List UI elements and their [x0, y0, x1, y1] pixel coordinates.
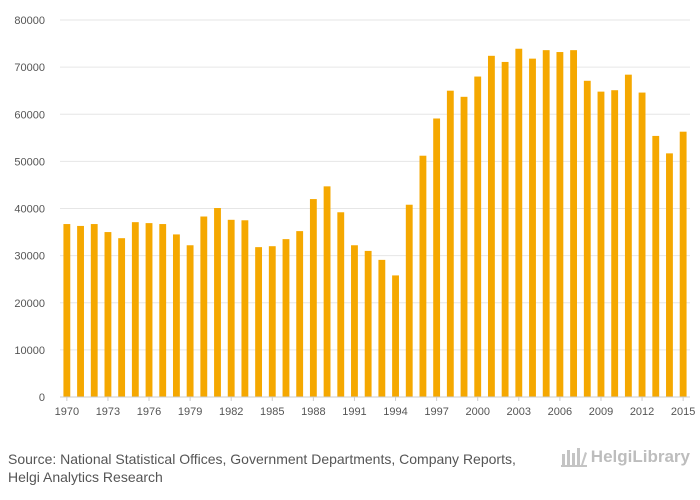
source-line-1: Source: National Statistical Offices, Go…	[8, 451, 516, 467]
y-tick-label: 20000	[14, 298, 45, 310]
bar-1996	[419, 155, 427, 397]
bar-1981	[214, 208, 221, 397]
helgi-library-logo: HelgiLibrary	[560, 446, 690, 468]
x-tick-label: 1991	[342, 406, 366, 418]
bar-1999	[460, 96, 468, 397]
bar-1971	[77, 225, 84, 397]
bar-1984	[255, 247, 263, 397]
x-tick-label: 1973	[96, 406, 120, 418]
bar-1986	[282, 239, 290, 397]
x-tick-label: 1979	[178, 406, 202, 418]
bar-1994	[392, 275, 399, 397]
x-tick-label: 2012	[630, 406, 654, 418]
gridlines	[60, 19, 690, 351]
bar-1992	[364, 250, 372, 397]
bar-2006	[556, 52, 564, 398]
bar-2000	[474, 76, 482, 398]
y-tick-label: 10000	[14, 345, 45, 357]
x-tick-label: 2000	[465, 406, 489, 418]
x-tick-label: 1982	[219, 406, 243, 418]
bar-1974	[118, 238, 126, 397]
bar-2009	[597, 91, 605, 397]
bar-1973	[104, 232, 112, 397]
y-tick-label: 50000	[14, 156, 45, 168]
bar-2011	[624, 74, 632, 397]
bar-1993	[378, 259, 386, 397]
y-tick-label: 30000	[14, 251, 45, 263]
library-icon	[560, 448, 587, 467]
bar-chart: 0 10000 20000 30000 40000 50000 60000 70000 8000…	[14, 15, 695, 418]
y-tick-label: 60000	[14, 109, 45, 121]
bar-1990	[337, 212, 345, 397]
x-tick-label: 2003	[507, 406, 531, 418]
bar-1978	[172, 234, 180, 397]
bar-1988	[309, 199, 317, 397]
bars	[63, 48, 687, 398]
x-tick-label: 1997	[424, 406, 448, 418]
bar-1985	[268, 246, 276, 397]
x-tick-label: 1994	[383, 406, 407, 418]
bar-2008	[583, 80, 591, 397]
bar-1972	[90, 224, 98, 397]
bar-1983	[241, 220, 249, 397]
bar-1995	[405, 204, 413, 397]
bar-1970	[63, 224, 71, 397]
bar-2007	[570, 50, 578, 397]
bar-2013	[652, 135, 660, 398]
bar-2015	[679, 131, 687, 397]
bar-1991	[351, 245, 358, 397]
x-tick-label: 1976	[137, 406, 161, 418]
y-tick-label: 0	[39, 392, 45, 404]
y-axis-labels: 0 10000 20000 30000 40000 50000 60000 70000 8000…	[14, 15, 45, 404]
bar-1975	[131, 222, 139, 397]
bar-1982	[227, 219, 235, 397]
x-tick-label: 2009	[589, 406, 613, 418]
bar-2004	[529, 58, 536, 397]
bar-2005	[542, 50, 550, 397]
bar-1997	[433, 118, 441, 398]
bar-2010	[611, 90, 619, 397]
bar-1976	[145, 223, 153, 397]
logo-text: HelgiLibrary	[590, 447, 690, 466]
x-tick-label: 1970	[55, 406, 79, 418]
bar-1979	[186, 245, 194, 397]
bar-1980	[200, 216, 208, 397]
bar-2012	[638, 92, 646, 397]
y-tick-label: 80000	[14, 15, 45, 27]
source-note: Source: National Statistical Offices, Go…	[8, 450, 548, 486]
bar-2001	[487, 55, 495, 397]
bar-1977	[159, 224, 167, 397]
bar-2014	[666, 153, 673, 397]
bar-2003	[515, 48, 523, 398]
x-tick-label: 1988	[301, 406, 325, 418]
x-axis-labels: 1970 1973 1976 1979 1982 1985 1988 1991 1994 1997…	[55, 397, 695, 418]
x-tick-label: 2006	[548, 406, 572, 418]
bar-1998	[446, 90, 454, 397]
y-tick-label: 70000	[14, 62, 45, 74]
y-tick-label: 40000	[14, 204, 45, 216]
x-tick-label: 2015	[671, 406, 695, 418]
bar-1989	[323, 186, 331, 397]
source-line-2: Helgi Analytics Research	[8, 469, 163, 485]
x-tick-label: 1985	[260, 406, 284, 418]
bar-2002	[501, 61, 509, 397]
bar-1987	[296, 231, 304, 397]
